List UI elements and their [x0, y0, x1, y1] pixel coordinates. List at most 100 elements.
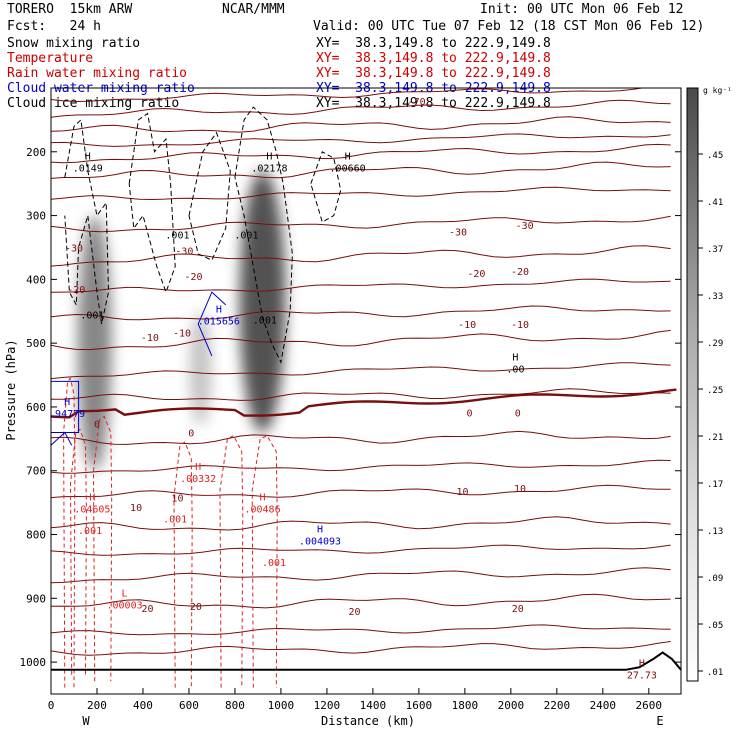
- x-tick-label: 200: [87, 699, 107, 712]
- contour-label: .001: [234, 231, 258, 242]
- field-name-cloud-water: Cloud water mixing ratio: [7, 81, 195, 96]
- extremum-marker: L: [122, 588, 128, 599]
- temperature-label: 0: [466, 409, 472, 420]
- temperature-label: 20: [142, 604, 154, 615]
- temperature-label: -10: [141, 333, 159, 344]
- extremum-value: .00003: [107, 600, 143, 611]
- colorbar-label: .01: [707, 668, 723, 678]
- temperature-isotherm: [51, 641, 671, 656]
- cloud-ice-contour: [128, 112, 176, 294]
- temperature-label: -10: [511, 320, 529, 331]
- x-tick-label: 400: [133, 699, 153, 712]
- rain-contour: [251, 435, 278, 688]
- temperature-label: 0: [188, 428, 194, 439]
- temperature-label: 10: [514, 484, 526, 495]
- temperature-label: -20: [185, 272, 203, 283]
- extremum-marker: H: [216, 304, 222, 315]
- extremum-value: .00332: [180, 474, 216, 485]
- x-tick-label: 2200: [544, 699, 571, 712]
- temperature-isotherm: [51, 99, 671, 118]
- rain-contour: [69, 428, 87, 675]
- temperature-isotherm: [51, 388, 671, 401]
- snow-cell: [239, 170, 286, 433]
- cloud-ice-contour: [310, 151, 342, 223]
- y-axis-label: Pressure (hPa): [4, 339, 18, 440]
- temperature-isotherm: [51, 593, 671, 609]
- snow-shading: [77, 170, 286, 471]
- y-tick-label: 200: [26, 146, 46, 159]
- y-tick-label: 1000: [20, 656, 47, 669]
- snow-cell: [189, 311, 212, 427]
- temperature-label: -70: [408, 97, 426, 108]
- temperature-isotherm: [51, 278, 671, 293]
- x-tick-label: 800: [225, 699, 245, 712]
- temperature-label: 10: [130, 503, 142, 514]
- temperature-contours: [51, 88, 677, 656]
- temperature-label: -30: [516, 221, 534, 232]
- extremum-value: .00660: [330, 163, 366, 174]
- temperature-isotherm: [51, 544, 671, 556]
- temperature-label: 10: [171, 494, 183, 505]
- snow-cell: [77, 215, 112, 471]
- chart-labels: -70 -30 -30 -30 -30 -20 -20 -20 -20 -10 -10 -10 -10 0…: [49, 97, 657, 682]
- temperature-label: -20: [467, 269, 485, 280]
- temperature-isotherm: [51, 215, 671, 233]
- colorbar-label: .13: [707, 527, 723, 537]
- x-tick-label: 1200: [314, 699, 341, 712]
- model-label: TORERO 15km ARW: [7, 2, 133, 17]
- rain-contour: [63, 377, 76, 688]
- field-xy-temperature: XY= 38.3,149.8 to 222.9,149.8: [316, 51, 551, 66]
- colorbar-label: .41: [707, 198, 723, 208]
- temperature-label: -30: [175, 247, 193, 258]
- colorbar-label: .25: [707, 386, 723, 396]
- x-tick-label: 2400: [590, 699, 617, 712]
- x-tick-label: 600: [179, 699, 199, 712]
- contour-label: .001: [262, 558, 286, 569]
- field-xy-snow: XY= 38.3,149.8 to 222.9,149.8: [316, 36, 551, 51]
- contour-label: .001: [78, 526, 102, 537]
- temperature-label: -30: [449, 228, 467, 239]
- extremum-value: .004093: [299, 537, 341, 548]
- temperature-isotherm: [51, 116, 671, 133]
- forecast-hour: Fcst: 24 h: [7, 19, 101, 34]
- x-axis-label: Distance (km): [321, 714, 415, 728]
- extremum-marker: H: [85, 151, 91, 162]
- temperature-isotherm: [51, 516, 671, 531]
- cloud-water-contour: [197, 291, 227, 357]
- x-tick-label: 1600: [406, 699, 433, 712]
- freezing-level: [51, 388, 677, 419]
- extremum-value: .94779: [49, 409, 85, 420]
- colorbar-label: .05: [707, 621, 723, 631]
- extremum-value: .00486: [244, 505, 280, 516]
- field-name-temperature: Temperature: [7, 51, 94, 66]
- center-label: NCAR/MMM: [222, 2, 285, 17]
- colorbar-label: .17: [707, 480, 723, 490]
- temperature-isotherm: [51, 484, 671, 499]
- temperature-label: -10: [458, 320, 476, 331]
- colorbar-label: .09: [707, 574, 723, 584]
- temperature-label: 0: [515, 409, 521, 420]
- extremum-marker: H: [89, 493, 95, 504]
- colorbar-unit: g kg⁻¹: [703, 86, 732, 95]
- temperature-isotherm: [51, 143, 671, 164]
- colorbar-label: .37: [707, 245, 723, 255]
- extremum-marker: H: [317, 525, 323, 536]
- temperature-isotherm: [51, 161, 671, 179]
- x-tick-label: 2000: [498, 699, 525, 712]
- extremum-marker: H: [345, 151, 351, 162]
- field-name-rain: Rain water mixing ratio: [7, 66, 188, 81]
- extremum-marker: H: [64, 397, 70, 408]
- temperature-label: 20: [190, 602, 202, 613]
- y-tick-label: 500: [26, 337, 46, 350]
- temperature-isotherm: [51, 186, 671, 201]
- y-tick-label: 400: [26, 273, 46, 286]
- temperature-isotherm: [51, 362, 671, 380]
- field-xy-rain: XY= 38.3,149.8 to 222.9,149.8: [316, 66, 551, 81]
- cloud-water-contours: [51, 291, 227, 446]
- x-tick-label: 0: [48, 699, 55, 712]
- contour-label: .001: [163, 515, 187, 526]
- valid-time: Valid: 00 UTC Tue 07 Feb 12 (18 CST Mon …: [313, 19, 705, 34]
- cloud-ice-contour: [188, 131, 231, 261]
